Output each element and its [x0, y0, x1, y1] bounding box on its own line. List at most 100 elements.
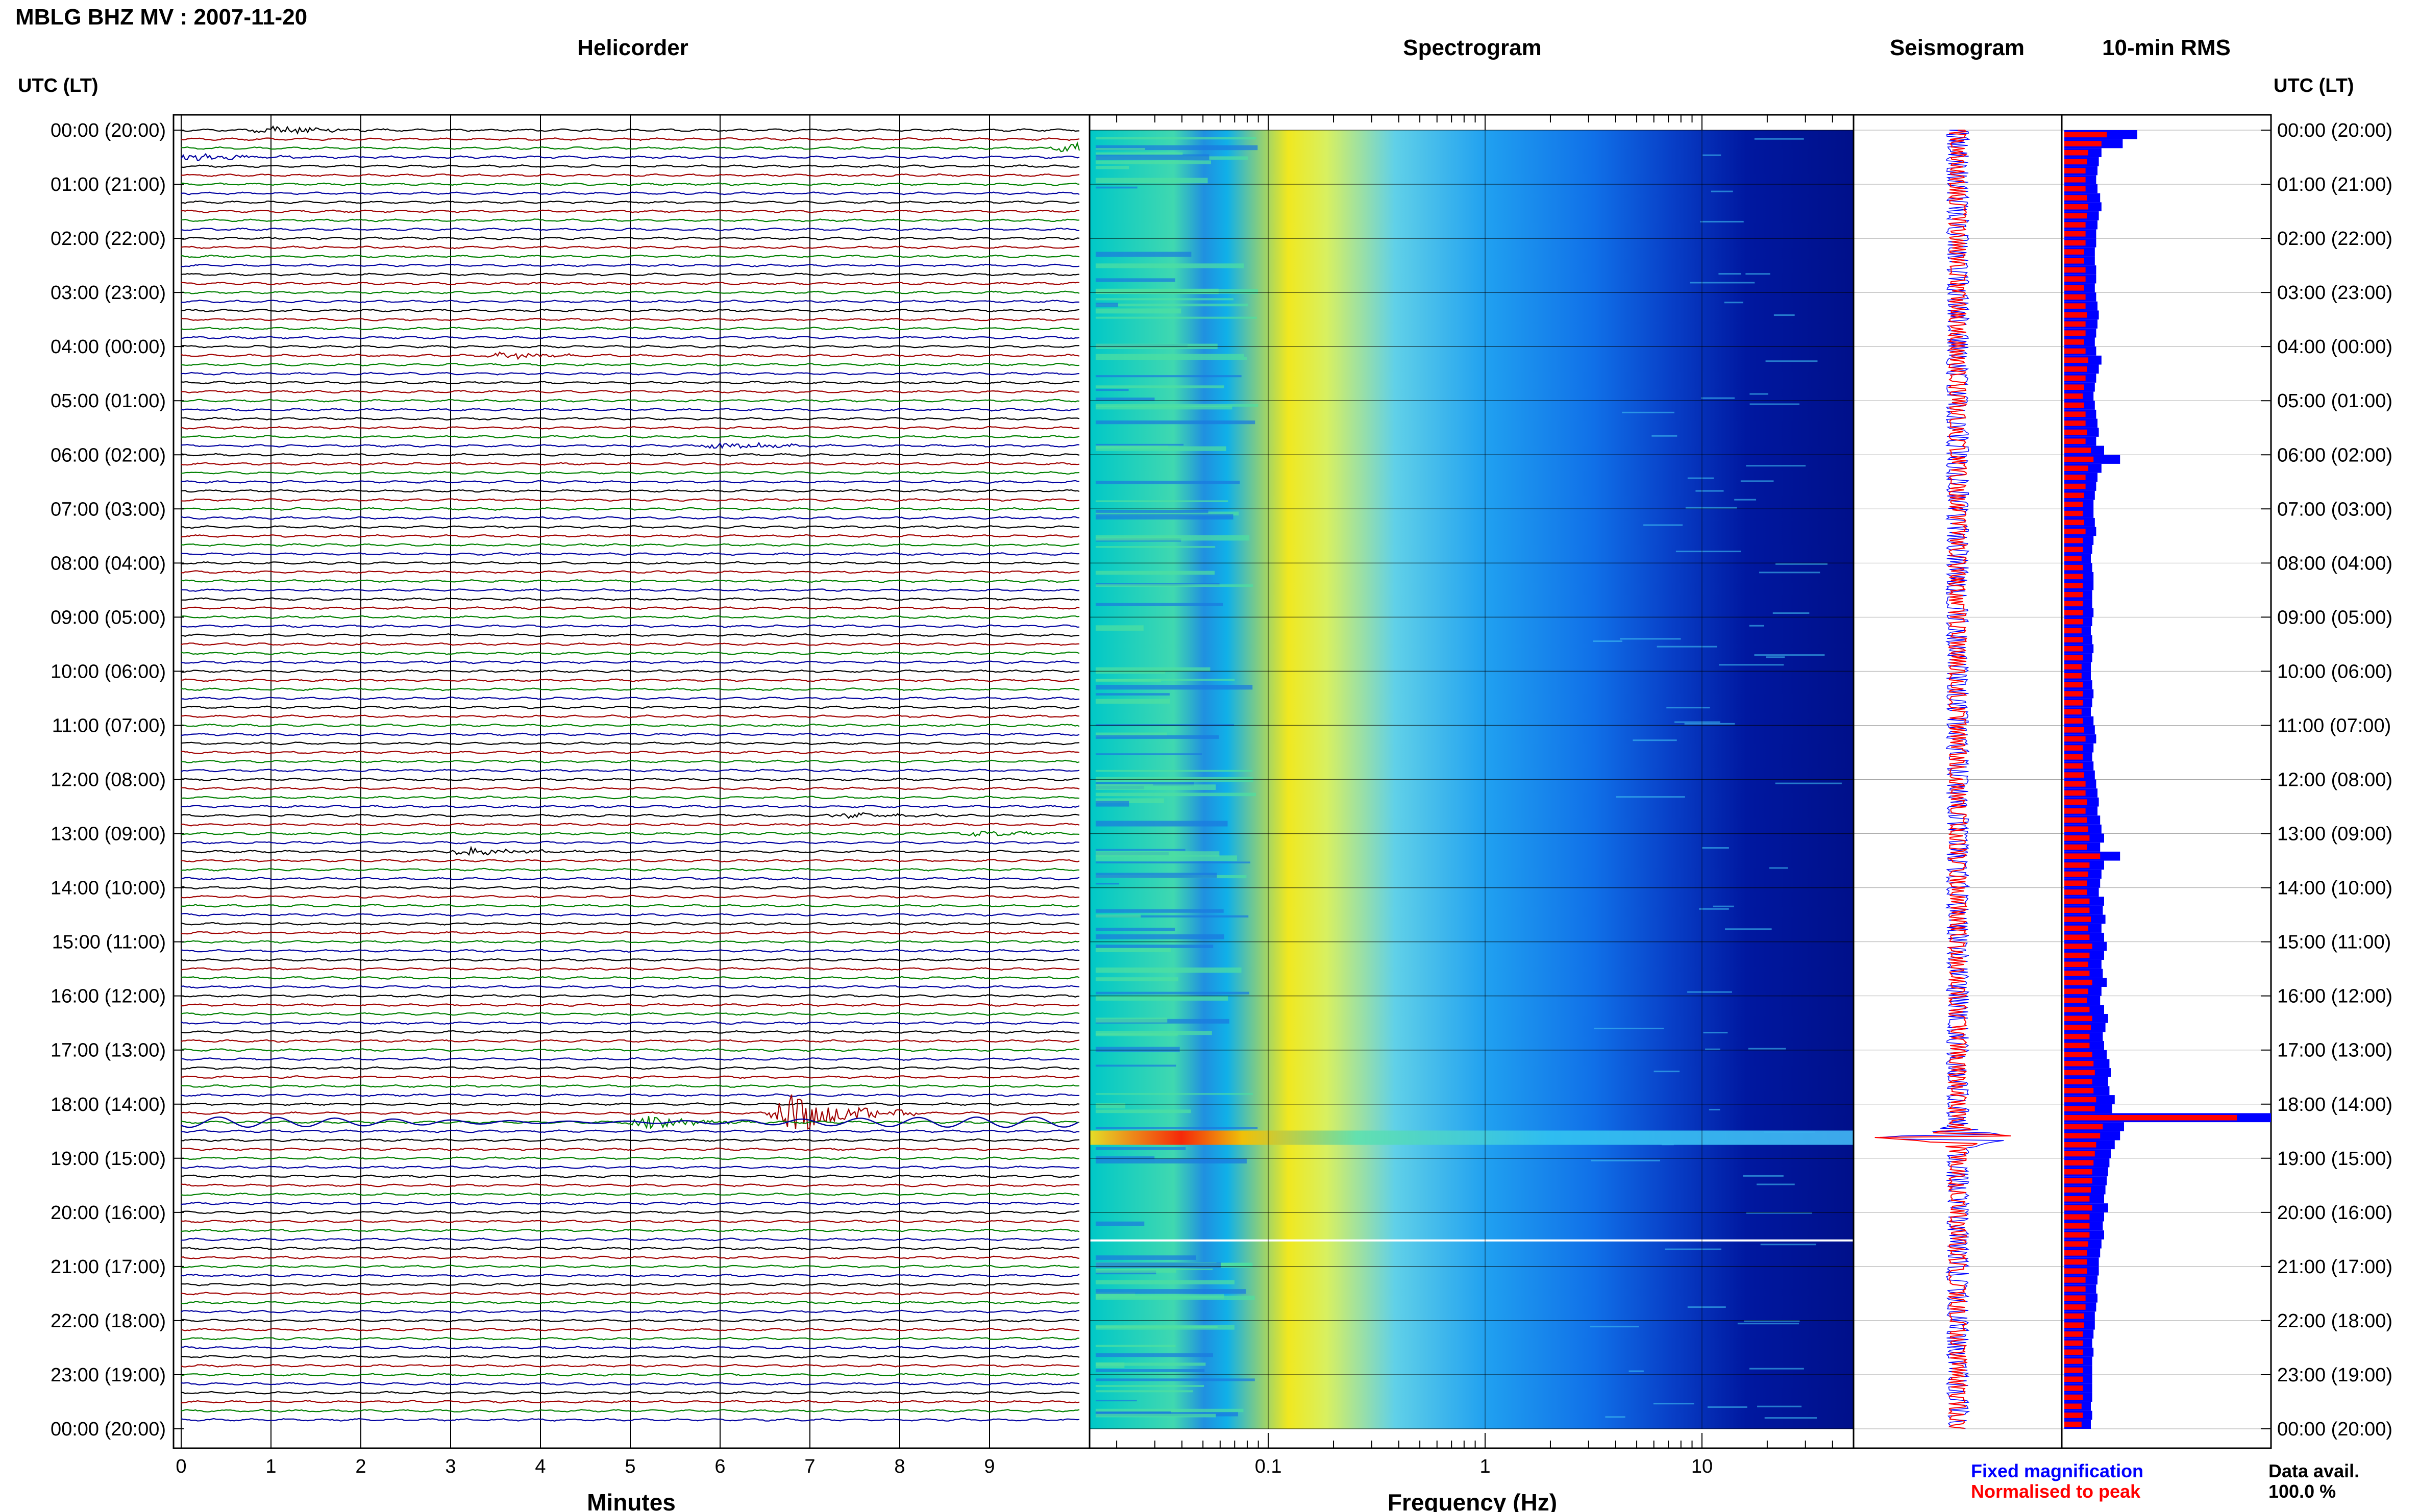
rms-bar-normalised [2064, 303, 2086, 309]
time-label-right: 14:00 (10:00) [2277, 878, 2392, 899]
helicorder-trace [181, 579, 1080, 583]
time-label-left: 03:00 (23:00) [51, 282, 166, 304]
time-label-left: 12:00 (08:00) [51, 770, 166, 791]
spectrogram-streak [1725, 928, 1772, 930]
spectrogram-streak [1665, 1248, 1721, 1250]
spectrogram-streak [1095, 1385, 1204, 1387]
rms-bar-normalised [2064, 1025, 2091, 1030]
rms-bar-normalised [2064, 285, 2084, 291]
time-label-right: 16:00 (12:00) [2277, 986, 2392, 1007]
rms-bar-normalised [2064, 465, 2088, 472]
spectrogram-streak [1764, 1417, 1817, 1419]
spectrogram-streak [1713, 905, 1734, 907]
spectrogram-streak [1095, 1269, 1176, 1273]
rms-bar-normalised [2064, 826, 2088, 832]
helicorder-trace [181, 1210, 1079, 1214]
helicorder-trace [181, 1237, 1080, 1242]
spectrogram-streak [1616, 796, 1685, 798]
helicorder-trace [181, 1012, 1080, 1016]
helicorder-trace [181, 1094, 1080, 1130]
time-label-left: 15:00 (11:00) [52, 932, 166, 953]
spectrogram-x-tick-label: 0.1 [1255, 1456, 1282, 1477]
rms-bar-normalised [2064, 889, 2087, 895]
rms-bar-normalised [2064, 150, 2088, 156]
spectrogram-streak [1620, 638, 1681, 640]
spectrogram-x-tick-label: 10 [1691, 1456, 1713, 1477]
rms-bar-normalised [2064, 907, 2090, 913]
rms-bar-normalised [2064, 132, 2107, 138]
rms-bar-normalised [2064, 1268, 2087, 1274]
spectrogram-streak [1590, 1326, 1639, 1328]
spectrogram-streak [1095, 289, 1258, 294]
time-label-right: 10:00 (06:00) [2277, 661, 2392, 682]
helicorder-trace [181, 633, 1080, 637]
rms-bar-normalised [2064, 1043, 2090, 1049]
rms-panel [2061, 114, 2272, 1449]
helicorder-trace [181, 381, 1080, 385]
spectrogram-streak [1749, 1368, 1804, 1370]
rms-bar-normalised [2064, 844, 2087, 850]
spectrogram-streak [1666, 707, 1710, 709]
spectrogram-streak [1095, 948, 1171, 953]
spectrogram-streak [1095, 1158, 1247, 1164]
helicorder-trace [181, 552, 1080, 556]
time-label-left: 04:00 (00:00) [51, 336, 166, 358]
rms-bar-normalised [2064, 483, 2086, 489]
helicorder-trace [181, 1391, 1080, 1395]
rms-bar-normalised [2064, 1142, 2096, 1148]
helicorder-trace [181, 516, 1080, 520]
spectrogram-streak [1699, 908, 1729, 910]
rms-bar-normalised [2064, 1106, 2095, 1111]
rms-bar-normalised [2064, 529, 2086, 534]
spectrogram-streak [1684, 723, 1735, 725]
time-label-left: 11:00 (07:00) [52, 715, 166, 736]
spectrogram-streak [1095, 152, 1183, 155]
rms-bar-normalised [2064, 1114, 2237, 1121]
rms-bar-normalised [2064, 700, 2083, 706]
helicorder-trace [181, 371, 1080, 376]
spectrogram-streak [1095, 1414, 1216, 1418]
rms-bar-normalised [2064, 502, 2083, 507]
rms-bar-normalised [2064, 1250, 2087, 1256]
spectrogram-streak [1095, 934, 1224, 939]
helicorder-x-tick-label: 4 [535, 1456, 546, 1477]
spectrogram-streak [1701, 397, 1735, 399]
spectrogram-streak [1633, 739, 1677, 741]
spectrogram-streak [1653, 1403, 1694, 1405]
spectrogram-streak [1095, 398, 1155, 401]
time-label-right: 23:00 (19:00) [2277, 1365, 2392, 1386]
time-label-right: 22:00 (18:00) [2277, 1310, 2392, 1332]
rms-bar-normalised [2064, 429, 2087, 435]
helicorder-trace [181, 976, 1080, 980]
rms-bar-normalised [2064, 1241, 2088, 1247]
helicorder-trace [181, 1418, 1080, 1422]
helicorder-trace [181, 1117, 1079, 1128]
spectrogram-streak [1095, 1390, 1193, 1393]
spectrogram-streak [1757, 1405, 1802, 1407]
time-label-left: 17:00 (13:00) [51, 1040, 166, 1061]
spectrogram-streak [1095, 685, 1253, 690]
rms-bar-normalised [2064, 1394, 2083, 1400]
seismogram-trace-normalised [1874, 130, 2011, 1429]
spectrogram-streak [1095, 1103, 1126, 1109]
helicorder-trace [181, 1409, 1080, 1413]
rms-bar-normalised [2064, 330, 2086, 336]
spectrogram-streak [1095, 404, 1258, 407]
spectrogram-streak [1766, 656, 1785, 658]
spectrogram-title: Spectrogram [1403, 35, 1541, 60]
time-label-left: 00:00 (20:00) [51, 1419, 166, 1440]
helicorder-x-tick-label: 9 [984, 1456, 995, 1477]
rms-bar-normalised [2064, 448, 2091, 453]
helicorder-trace [181, 1003, 1080, 1007]
helicorder-frame [172, 114, 1091, 1449]
helicorder-trace [181, 705, 1080, 709]
spectrogram-streak [1754, 138, 1804, 140]
rms-bar-normalised [2064, 745, 2083, 751]
helicorder-trace [181, 570, 1080, 574]
helicorder-trace [181, 696, 1080, 701]
spectrogram-streak [1095, 405, 1232, 410]
time-label-left: 20:00 (16:00) [51, 1202, 166, 1224]
time-label-left: 14:00 (10:00) [51, 878, 166, 899]
helicorder-x-tick-label: 8 [894, 1456, 905, 1477]
